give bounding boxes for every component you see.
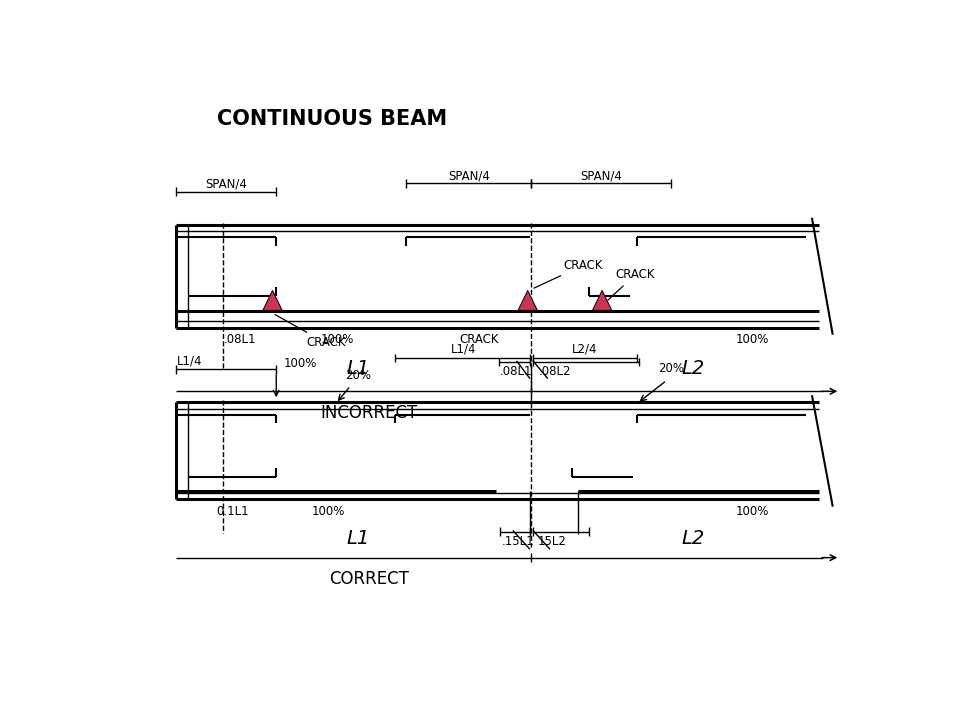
Text: 100%: 100% xyxy=(284,357,317,370)
Text: CRACK: CRACK xyxy=(534,258,603,288)
Text: 100%: 100% xyxy=(736,505,769,518)
Text: L2: L2 xyxy=(682,359,705,378)
Text: SPAN/4: SPAN/4 xyxy=(448,169,490,182)
Text: CONTINUOUS BEAM: CONTINUOUS BEAM xyxy=(217,109,447,129)
Text: .08L2: .08L2 xyxy=(539,366,571,379)
Text: SPAN/4: SPAN/4 xyxy=(205,177,247,191)
Text: L2: L2 xyxy=(682,528,705,548)
Text: L1/4: L1/4 xyxy=(178,354,203,367)
Text: CRACK: CRACK xyxy=(459,333,499,346)
Text: L1: L1 xyxy=(347,359,370,378)
Text: .08L1: .08L1 xyxy=(225,333,256,346)
Text: L1: L1 xyxy=(347,528,370,548)
Text: 100%: 100% xyxy=(312,505,346,518)
Text: 20%: 20% xyxy=(346,369,372,382)
Text: 20%: 20% xyxy=(658,361,684,374)
Text: 100%: 100% xyxy=(321,333,354,346)
Text: SPAN/4: SPAN/4 xyxy=(580,169,622,182)
Text: 0.1L1: 0.1L1 xyxy=(217,505,250,518)
Polygon shape xyxy=(592,290,612,310)
Text: .08L1: .08L1 xyxy=(499,366,532,379)
Polygon shape xyxy=(263,290,282,310)
Text: 15L2: 15L2 xyxy=(538,535,566,548)
Text: CRACK: CRACK xyxy=(608,269,655,300)
Text: .15L1: .15L1 xyxy=(502,535,535,548)
Text: 100%: 100% xyxy=(736,333,769,346)
Text: CRACK: CRACK xyxy=(275,315,346,349)
Text: L1/4: L1/4 xyxy=(450,342,476,355)
Text: INCORRECT: INCORRECT xyxy=(321,405,418,423)
Polygon shape xyxy=(518,290,538,310)
Text: L2/4: L2/4 xyxy=(571,342,597,355)
Text: CORRECT: CORRECT xyxy=(329,570,409,588)
